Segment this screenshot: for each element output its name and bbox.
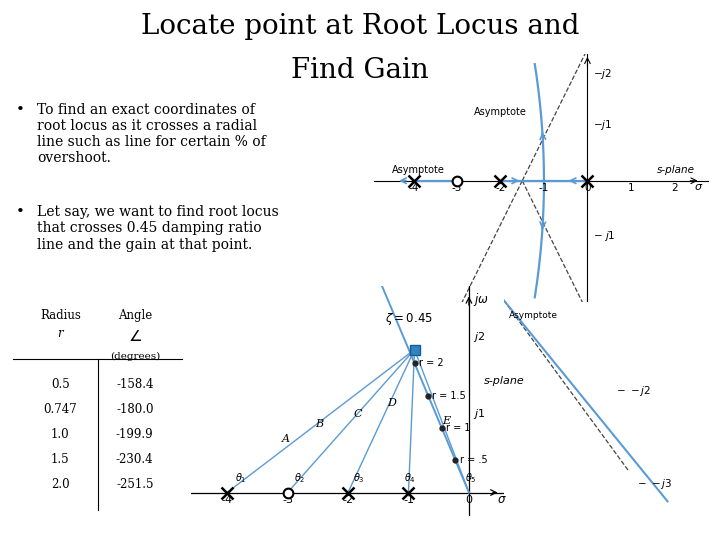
Text: $\angle$: $\angle$	[127, 329, 142, 345]
Text: 2.0: 2.0	[51, 478, 70, 491]
Text: Radius: Radius	[40, 309, 81, 322]
Text: -3: -3	[282, 495, 293, 505]
Text: -2: -2	[343, 495, 354, 505]
Text: -199.9: -199.9	[116, 428, 153, 441]
Text: D: D	[387, 397, 396, 408]
Text: $\theta_4$: $\theta_4$	[404, 471, 415, 485]
Text: $\zeta = 0.45$: $\zeta = 0.45$	[384, 312, 433, 327]
Text: 1: 1	[628, 183, 634, 193]
Text: 1.0: 1.0	[51, 428, 70, 441]
Text: -180.0: -180.0	[116, 403, 153, 416]
Text: 0: 0	[465, 495, 472, 505]
Text: Angle: Angle	[117, 309, 152, 322]
Text: $-\ -j3$: $-\ -j3$	[636, 477, 672, 491]
Text: r: r	[58, 327, 63, 340]
Text: $\sigma$: $\sigma$	[498, 494, 507, 507]
Text: To find an exact coordinates of
root locus as it crosses a radial
line such as l: To find an exact coordinates of root loc…	[37, 103, 266, 165]
Text: r = 1.5: r = 1.5	[432, 390, 466, 401]
Text: $-j2$: $-j2$	[593, 67, 612, 81]
Text: $-j1$: $-j1$	[593, 118, 612, 132]
Text: $j1$: $j1$	[472, 407, 485, 421]
Text: Asymptote: Asymptote	[392, 165, 445, 175]
Text: -2: -2	[495, 183, 505, 193]
Text: s-plane: s-plane	[484, 376, 525, 386]
Text: Locate point at Root Locus and: Locate point at Root Locus and	[140, 14, 580, 40]
Text: -4: -4	[222, 495, 233, 505]
Text: $\theta_3$: $\theta_3$	[353, 471, 365, 485]
Text: 0: 0	[584, 183, 590, 193]
Text: $\theta_1$: $\theta_1$	[235, 471, 246, 485]
Text: s-plane: s-plane	[657, 165, 695, 175]
Text: -3: -3	[452, 183, 462, 193]
Text: -158.4: -158.4	[116, 379, 153, 392]
Text: E: E	[442, 416, 450, 426]
Text: $\theta_2$: $\theta_2$	[294, 471, 305, 485]
Text: 0.5: 0.5	[51, 379, 70, 392]
Text: •: •	[16, 103, 24, 117]
Text: 2: 2	[671, 183, 678, 193]
Text: -1: -1	[403, 495, 414, 505]
Text: C: C	[354, 409, 363, 419]
Text: B: B	[315, 420, 323, 429]
Text: -230.4: -230.4	[116, 453, 153, 466]
Text: r = 2: r = 2	[419, 358, 444, 368]
Text: 1.5: 1.5	[51, 453, 70, 466]
Text: Asymptote: Asymptote	[509, 312, 558, 320]
Text: Let say, we want to find root locus
that crosses 0.45 damping ratio
line and the: Let say, we want to find root locus that…	[37, 205, 279, 252]
Text: r = .5: r = .5	[459, 455, 487, 465]
Text: -251.5: -251.5	[116, 478, 153, 491]
Text: -1: -1	[539, 183, 549, 193]
Text: Asymptote: Asymptote	[474, 107, 527, 117]
Text: -4: -4	[408, 183, 419, 193]
Text: $-\ -j2$: $-\ -j2$	[616, 384, 651, 398]
Text: (degrees): (degrees)	[109, 352, 160, 361]
Text: $j\omega$: $j\omega$	[472, 291, 488, 308]
Text: 0.747: 0.747	[43, 403, 77, 416]
Text: $j2$: $j2$	[472, 330, 485, 345]
Text: •: •	[16, 205, 24, 219]
Text: r = 1: r = 1	[446, 423, 470, 433]
Text: Find Gain: Find Gain	[291, 57, 429, 84]
Text: A: A	[282, 434, 289, 444]
Text: $\sigma$: $\sigma$	[693, 182, 703, 192]
Text: $-\ j1$: $-\ j1$	[593, 229, 616, 243]
Text: $\theta_5$: $\theta_5$	[466, 471, 477, 485]
